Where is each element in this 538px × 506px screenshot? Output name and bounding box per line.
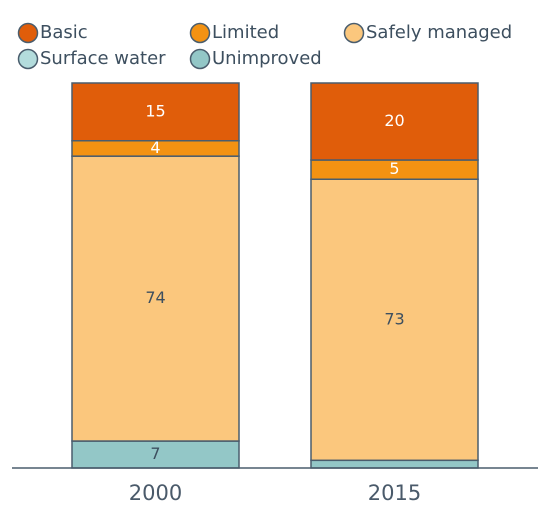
- bar-segment: [310, 178, 479, 462]
- x-tick-label: 2000: [129, 481, 182, 505]
- legend-swatch: [17, 22, 39, 44]
- data-label: 15: [145, 101, 165, 120]
- bar-segment: [310, 459, 479, 469]
- data-label: 7: [150, 444, 160, 463]
- legend-label: Basic: [40, 22, 88, 43]
- legend-label: Unimproved: [212, 48, 322, 69]
- data-label: 73: [384, 309, 404, 328]
- legend-label: Safely managed: [366, 22, 512, 43]
- data-label: 4: [150, 138, 160, 157]
- legend-swatch: [189, 48, 211, 70]
- legend-swatch: [189, 22, 211, 44]
- x-tick-label: 2015: [368, 481, 421, 505]
- data-label: 74: [145, 288, 165, 307]
- bar-segment: [71, 440, 240, 469]
- legend-label: Limited: [212, 22, 279, 43]
- bar-segment: [71, 82, 240, 142]
- legend-label: Surface water: [40, 48, 166, 69]
- data-label: 20: [384, 111, 404, 130]
- legend-swatch: [343, 22, 365, 44]
- data-label: 5: [389, 159, 399, 178]
- bar-segment: [310, 82, 479, 161]
- legend-swatch: [17, 48, 39, 70]
- bar-segment: [71, 155, 240, 442]
